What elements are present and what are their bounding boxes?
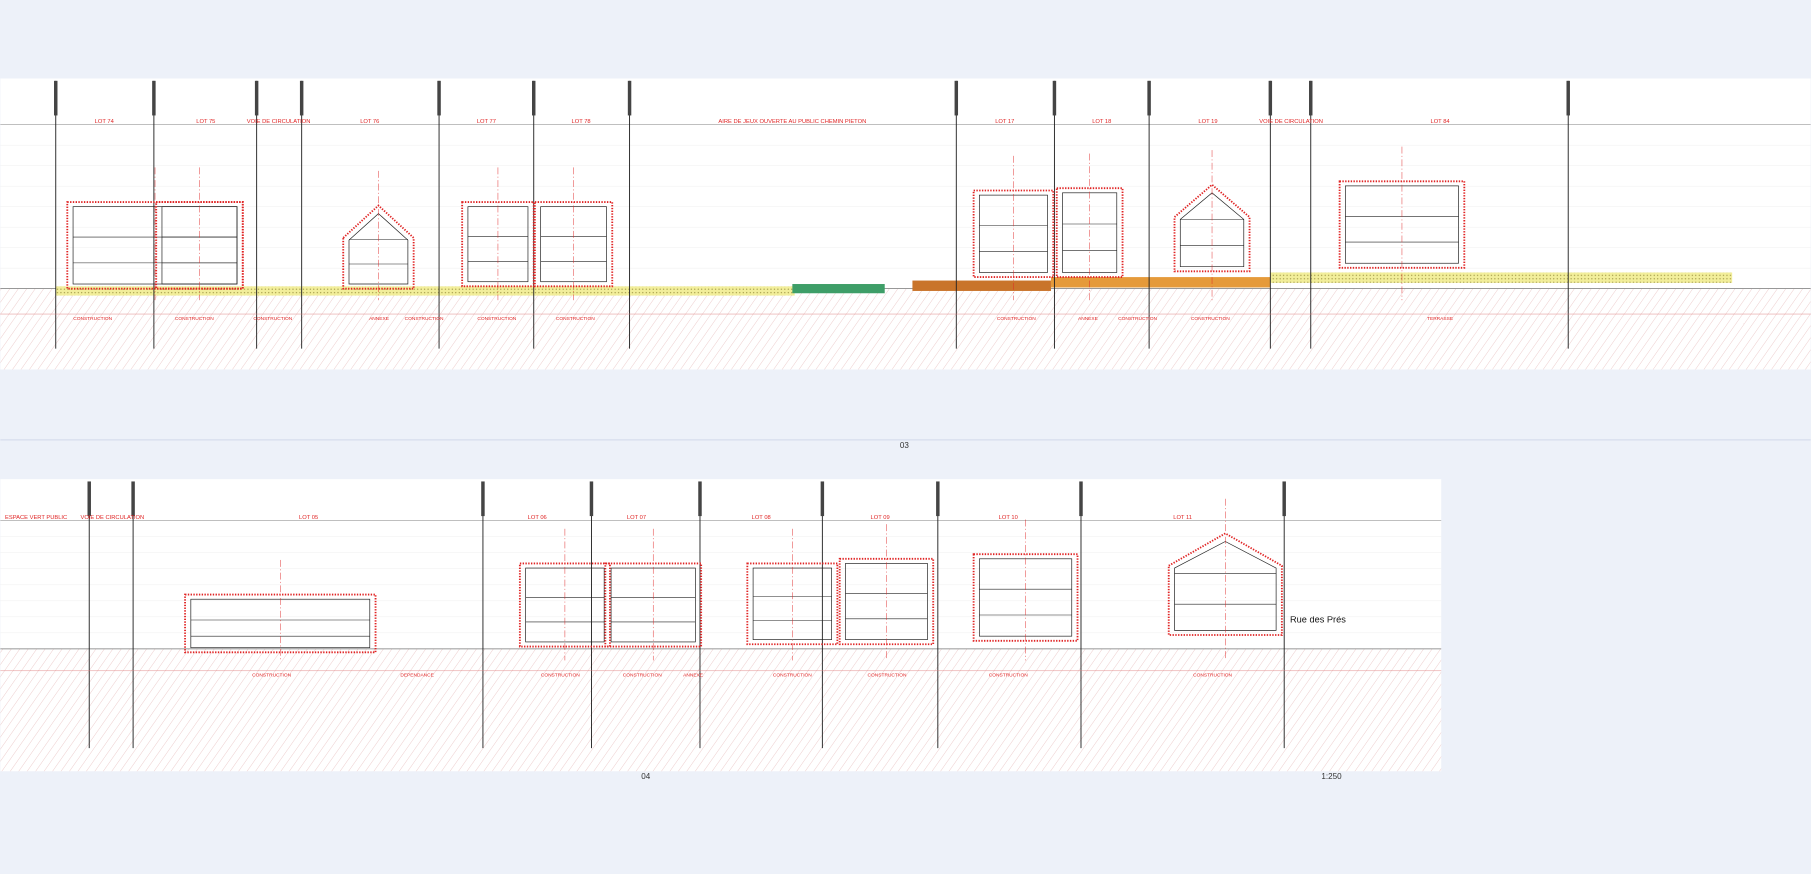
- zone-label: CONSTRUCTION: [253, 316, 292, 322]
- lot-label: LOT 84: [1430, 119, 1450, 125]
- lot-label: LOT 17: [995, 119, 1014, 125]
- lot-label: LOT 11: [1173, 515, 1192, 521]
- sheet-number: 03: [900, 441, 909, 450]
- ground-hatch: [0, 648, 1442, 772]
- terrain-strip: [55, 286, 795, 296]
- boundary-tag: [131, 481, 135, 517]
- lot-label: LOT 78: [572, 119, 591, 125]
- lot-label: VOIE DE CIRCULATION: [247, 119, 311, 125]
- zone-label: CONSTRUCTION: [773, 673, 812, 679]
- house-body: [1179, 192, 1245, 268]
- boundary-tag: [532, 80, 536, 116]
- boundary-tag: [698, 481, 702, 517]
- lot-label: LOT 18: [1092, 119, 1111, 125]
- lot-label: LOT 05: [299, 515, 318, 521]
- street-label: Rue des Prés: [1290, 614, 1346, 624]
- boundary-tag: [954, 80, 959, 116]
- lot-label: LOT 19: [1198, 119, 1217, 125]
- boundary-tag: [589, 481, 594, 517]
- sheet-number: 04: [641, 772, 650, 781]
- lot-label: VOIE DE CIRCULATION: [80, 515, 144, 521]
- lot-label: LOT 06: [528, 515, 547, 521]
- zone-label: ANNEXE: [1078, 316, 1099, 322]
- zone-label: CONSTRUCTION: [73, 316, 112, 322]
- zone-label: CONSTRUCTION: [477, 316, 516, 322]
- boundary-tag: [1268, 80, 1273, 116]
- zone-label: CONSTRUCTION: [997, 316, 1036, 322]
- zone-label: CONSTRUCTION: [175, 316, 214, 322]
- zone-label: CONSTRUCTION: [1118, 316, 1157, 322]
- zone-label: ANNEXE: [683, 673, 704, 679]
- lot-label: LOT 08: [752, 515, 771, 521]
- lot-label: LOT 09: [871, 515, 890, 521]
- zone-label: CONSTRUCTION: [541, 673, 580, 679]
- terrain-strip: [912, 280, 1051, 291]
- zone-label: ANNEXE: [369, 316, 390, 322]
- house-body: [348, 213, 409, 285]
- boundary-tag: [1282, 481, 1286, 517]
- house-body: [1174, 541, 1277, 631]
- lot-label: LOT 75: [196, 119, 215, 125]
- zone-label: CONSTRUCTION: [868, 673, 907, 679]
- terrain-strip: [792, 284, 885, 294]
- boundary-tag: [1079, 481, 1083, 517]
- house-outline: [342, 204, 415, 290]
- lot-label: LOT 74: [95, 119, 115, 125]
- boundary-tag: [1309, 80, 1313, 116]
- boundary-tag: [254, 80, 259, 116]
- boundary-tag: [481, 481, 485, 517]
- boundary-tag: [437, 80, 441, 116]
- boundary-tag: [152, 80, 156, 116]
- boundary-tag: [54, 80, 58, 116]
- ground-hatch: [0, 288, 1811, 370]
- boundary-tag: [1147, 80, 1151, 116]
- lot-label: VOIE DE CIRCULATION: [1259, 119, 1323, 125]
- zone-label: CONSTRUCTION: [1193, 673, 1232, 679]
- zone-label: DEPENDANCE: [400, 673, 434, 679]
- lot-label: LOT 76: [360, 119, 379, 125]
- zone-label: CONSTRUCTION: [556, 316, 595, 322]
- boundary-tag: [936, 481, 940, 517]
- boundary-tag: [627, 80, 632, 116]
- terrain-strip: [1050, 277, 1271, 288]
- lot-label: LOT 10: [999, 515, 1018, 521]
- boundary-tag: [1052, 80, 1057, 116]
- lot-label: ESPACE VERT PUBLIC: [5, 515, 67, 521]
- boundary-tag: [820, 481, 825, 517]
- boundary-tag: [1566, 80, 1570, 116]
- zone-label: TERRASSE: [1427, 316, 1454, 322]
- zone-label: CONSTRUCTION: [405, 316, 444, 322]
- terrain-strip: [1270, 272, 1733, 283]
- zone-label: CONSTRUCTION: [252, 673, 291, 679]
- zone-label: CONSTRUCTION: [623, 673, 662, 679]
- zone-label: CONSTRUCTION: [989, 673, 1028, 679]
- lot-label: AIRE DE JEUX OUVERTE AU PUBLIC CHEMIN PI…: [718, 119, 866, 125]
- house-outline: [1167, 532, 1283, 636]
- scale-label: 1:250: [1321, 772, 1342, 781]
- lot-label: LOT 77: [477, 119, 496, 125]
- boundary-tag: [299, 80, 304, 116]
- zone-label: CONSTRUCTION: [1191, 316, 1230, 322]
- lot-label: LOT 07: [627, 515, 646, 521]
- boundary-tag: [87, 481, 91, 517]
